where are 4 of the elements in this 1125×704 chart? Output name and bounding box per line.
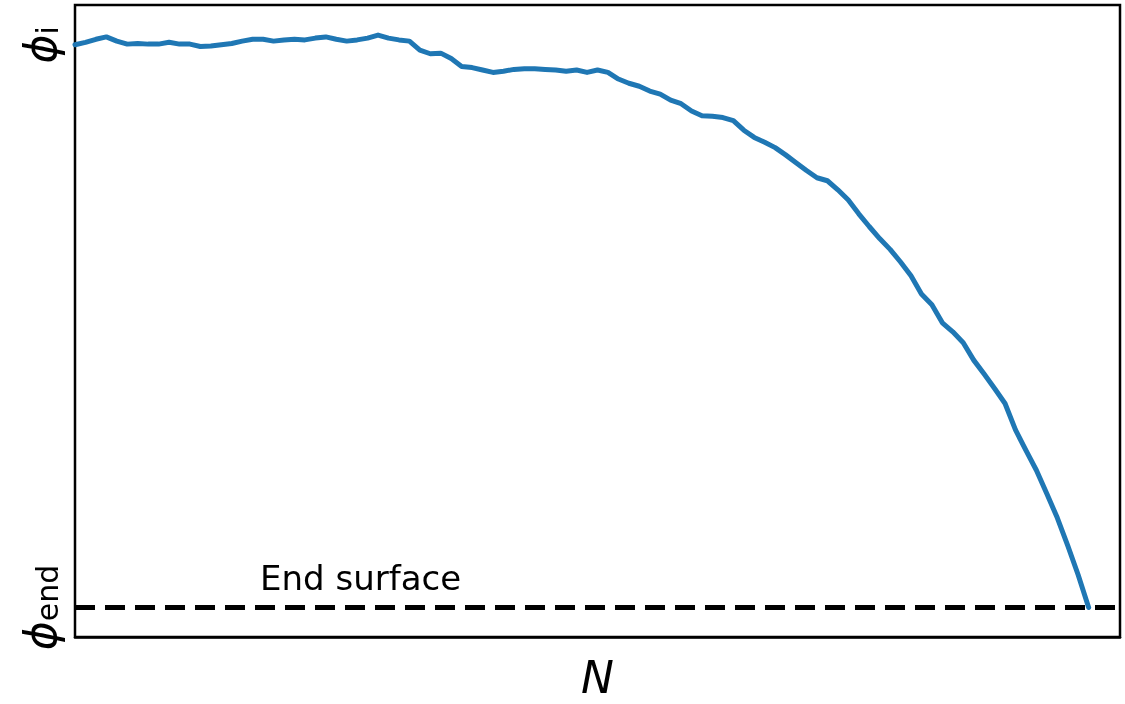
- text: ϕend: [14, 564, 66, 651]
- x-axis-title: N: [581, 651, 614, 703]
- text: ϕi: [14, 26, 66, 64]
- ref-line-label: End surface: [260, 557, 462, 598]
